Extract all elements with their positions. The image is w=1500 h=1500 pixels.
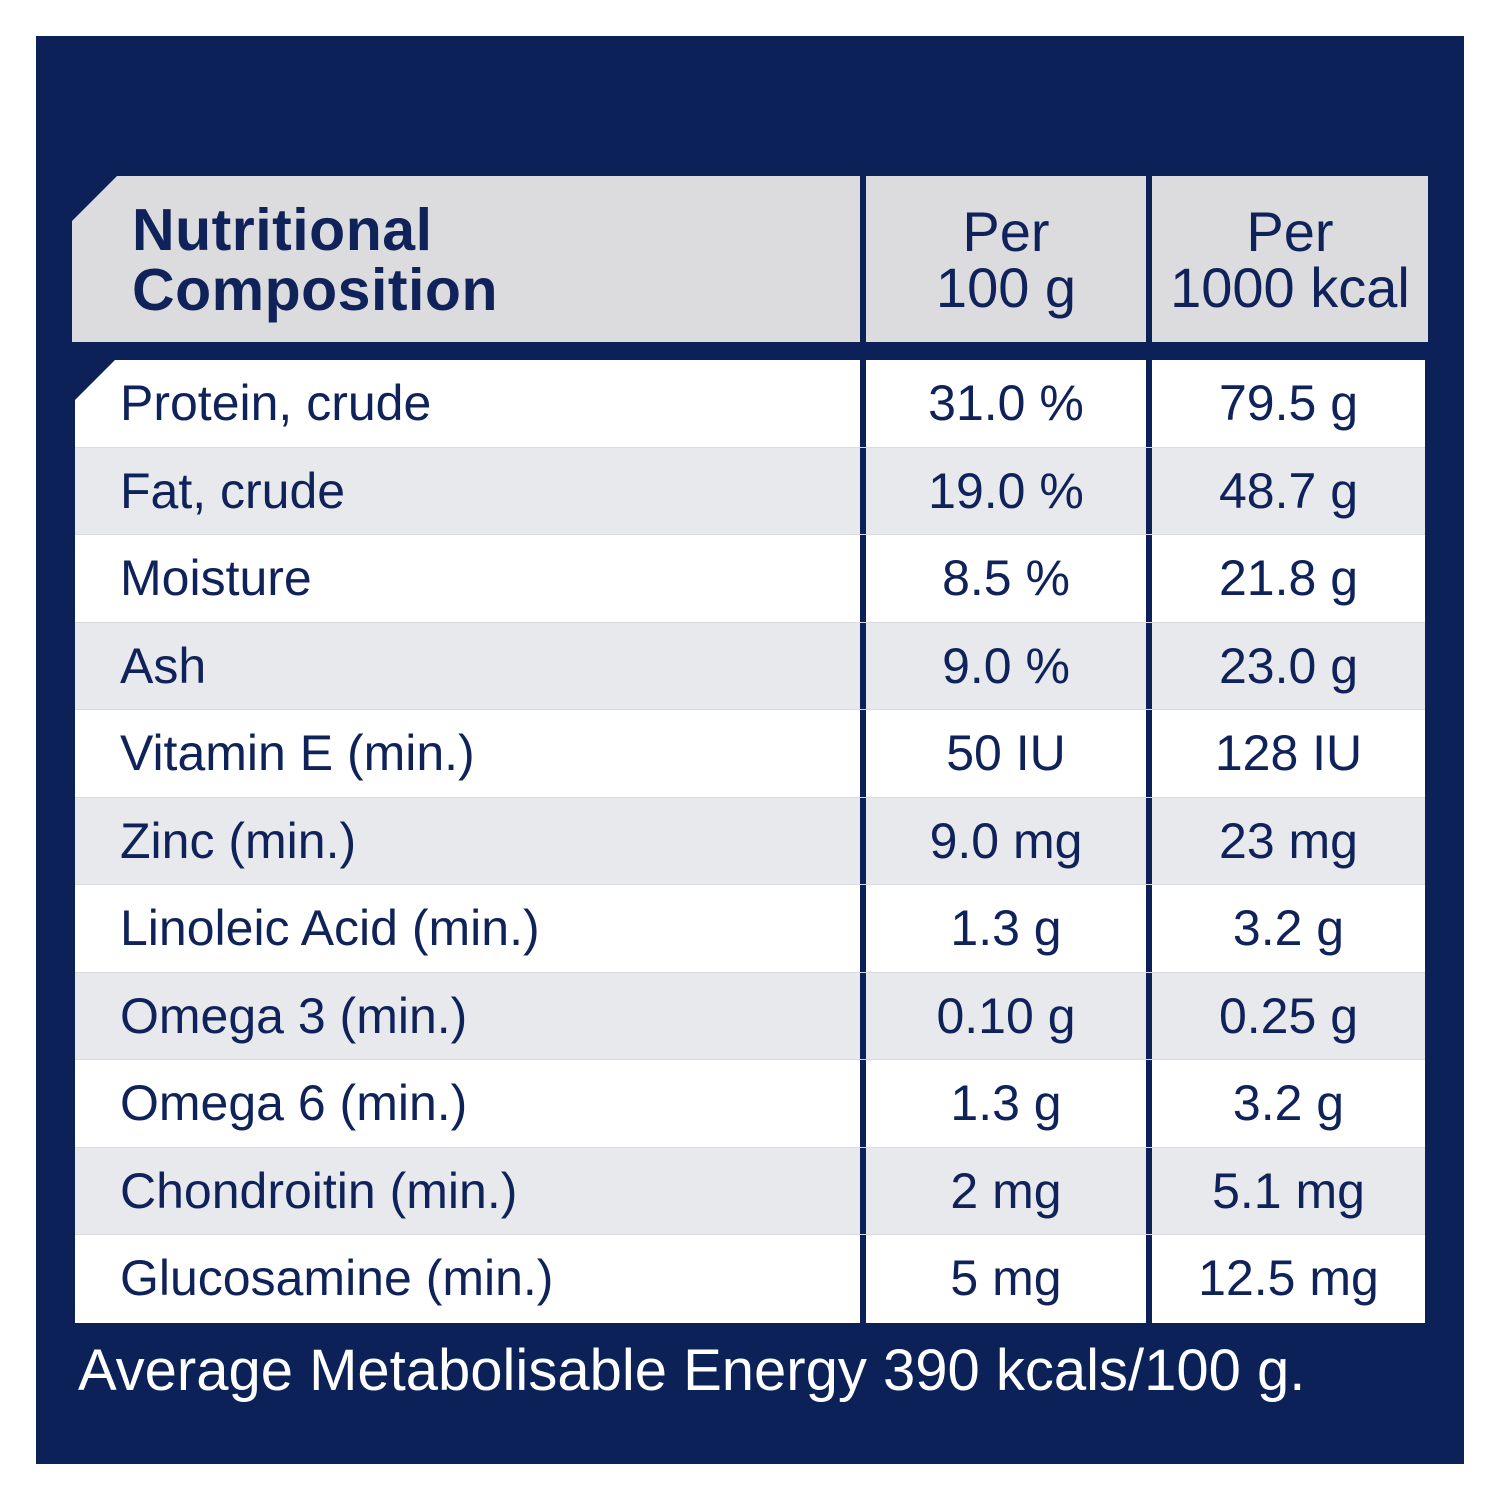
nutrient-name: Fat, crude	[120, 462, 346, 519]
value-per-100g: 1.3 g	[860, 885, 1146, 972]
value-per-100g: 8.5 %	[860, 535, 1146, 622]
col2-line-1: Per	[1246, 200, 1334, 263]
value-per-100g: 2 mg	[860, 1147, 1146, 1234]
value-per-100g: 9.0 mg	[860, 797, 1146, 884]
nutrient-name: Omega 3 (min.)	[120, 987, 468, 1044]
col1-line-1: Per	[962, 200, 1050, 263]
nutrient-name: Chondroitin (min.)	[120, 1162, 518, 1219]
col1-line-2: 100 g	[935, 256, 1077, 319]
value-per-100g: 50 IU	[860, 710, 1146, 797]
table-row: Zinc (min.) 9.0 mg 23 mg	[75, 797, 1425, 885]
table-title: Nutritional Composition	[132, 200, 498, 320]
value-per-100g: 9.0 %	[860, 622, 1146, 709]
value-per-1000kcal: 3.2 g	[1146, 885, 1425, 972]
value-per-1000kcal: 12.5 mg	[1146, 1235, 1425, 1323]
value-per-1000kcal: 48.7 g	[1146, 447, 1425, 534]
nutrient-name: Glucosamine (min.)	[120, 1250, 554, 1306]
nutrient-name: Moisture	[120, 550, 312, 606]
nutrient-name: Protein, crude	[120, 375, 432, 431]
table-row: Protein, crude 31.0 % 79.5 g	[75, 360, 1425, 448]
value-per-100g: 5 mg	[860, 1235, 1146, 1323]
table-row: Vitamin E (min.) 50 IU 128 IU	[75, 710, 1425, 798]
value-per-1000kcal: 128 IU	[1146, 710, 1425, 797]
energy-footnote: Average Metabolisable Energy 390 kcals/1…	[78, 1338, 1306, 1403]
table-row: Chondroitin (min.) 2 mg 5.1 mg	[75, 1147, 1425, 1235]
value-per-1000kcal: 23.0 g	[1146, 622, 1425, 709]
value-per-100g: 19.0 %	[860, 447, 1146, 534]
value-per-1000kcal: 23 mg	[1146, 797, 1425, 884]
value-per-1000kcal: 21.8 g	[1146, 535, 1425, 622]
col2-line-2: 1000 kcal	[1170, 256, 1410, 319]
value-per-1000kcal: 3.2 g	[1146, 1060, 1425, 1147]
table-row: Omega 3 (min.) 0.10 g 0.25 g	[75, 972, 1425, 1060]
value-per-1000kcal: 79.5 g	[1146, 360, 1425, 447]
nutrient-name: Omega 6 (min.)	[120, 1075, 468, 1131]
nutrient-name: Vitamin E (min.)	[120, 725, 475, 781]
header-per-1000kcal: Per 1000 kcal	[1152, 176, 1428, 342]
table-row: Glucosamine (min.) 5 mg 12.5 mg	[75, 1235, 1425, 1323]
nutrient-name: Linoleic Acid (min.)	[120, 900, 540, 956]
nutrition-table-body: Protein, crude 31.0 % 79.5 g Fat, crude 19.0…	[75, 360, 1425, 1323]
table-row: Fat, crude 19.0 % 48.7 g	[75, 447, 1425, 535]
value-per-1000kcal: 5.1 mg	[1146, 1147, 1425, 1234]
table-row: Ash 9.0 % 23.0 g	[75, 622, 1425, 710]
nutrient-name: Ash	[120, 637, 207, 694]
value-per-1000kcal: 0.25 g	[1146, 972, 1425, 1059]
table-row: Linoleic Acid (min.) 1.3 g 3.2 g	[75, 885, 1425, 973]
title-line-1: Nutritional	[132, 197, 433, 263]
nutrient-name: Zinc (min.)	[120, 812, 357, 869]
table-row: Omega 6 (min.) 1.3 g 3.2 g	[75, 1060, 1425, 1148]
header-nutritional-composition: Nutritional Composition	[72, 176, 860, 342]
value-per-100g: 0.10 g	[860, 972, 1146, 1059]
value-per-100g: 1.3 g	[860, 1060, 1146, 1147]
title-line-2: Composition	[132, 257, 499, 323]
header-per-100g: Per 100 g	[866, 176, 1146, 342]
table-row: Moisture 8.5 % 21.8 g	[75, 535, 1425, 623]
value-per-100g: 31.0 %	[860, 360, 1146, 447]
